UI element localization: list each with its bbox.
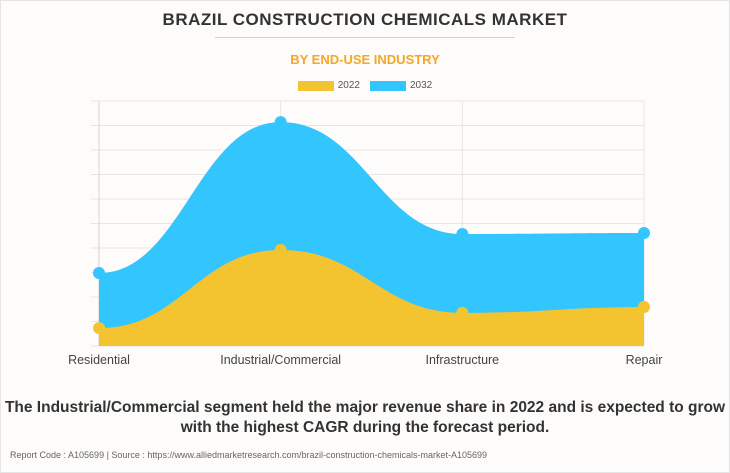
legend-label-2022: 2022 bbox=[337, 80, 360, 91]
legend-swatch-2022 bbox=[297, 80, 334, 91]
data-point-2032-2 bbox=[456, 228, 469, 241]
chart-title: BRAZIL CONSTRUCTION CHEMICALS MARKET bbox=[162, 10, 568, 29]
data-point-2032-0 bbox=[93, 266, 105, 279]
x-tick-label: Residential bbox=[68, 353, 130, 367]
chart-subtitle: BY END-USE INDUSTRY bbox=[290, 52, 440, 67]
data-point-2022-0 bbox=[93, 322, 105, 335]
x-tick-label: Industrial/Commercial bbox=[220, 353, 341, 367]
legend-item-2022[interactable]: 2022 bbox=[297, 80, 360, 91]
legend-item-2032[interactable]: 2032 bbox=[370, 80, 432, 91]
area-series-2022 bbox=[99, 249, 644, 346]
legend-label-2032: 2032 bbox=[410, 80, 433, 91]
x-tick-label: Repair bbox=[626, 353, 663, 367]
data-point-2022-3 bbox=[638, 301, 650, 314]
areas bbox=[99, 122, 644, 346]
data-point-2022-1 bbox=[274, 243, 287, 256]
source-text: Report Code : A105699 | Source : https:/… bbox=[10, 450, 488, 460]
insight-text: The Industrial/Commercial segment held t… bbox=[4, 399, 726, 436]
legend-swatch-2032 bbox=[370, 80, 406, 91]
legend: 2022 2032 bbox=[0, 80, 730, 91]
data-point-2022-2 bbox=[456, 306, 469, 319]
x-tick-label: Infrastructure bbox=[426, 353, 500, 367]
points bbox=[93, 116, 650, 335]
data-point-2032-3 bbox=[638, 227, 650, 240]
data-point-2032-1 bbox=[274, 116, 287, 129]
x-axis-labels: Residential Industrial/Commercial Infrastr… bbox=[68, 353, 662, 367]
title-divider bbox=[215, 37, 515, 38]
